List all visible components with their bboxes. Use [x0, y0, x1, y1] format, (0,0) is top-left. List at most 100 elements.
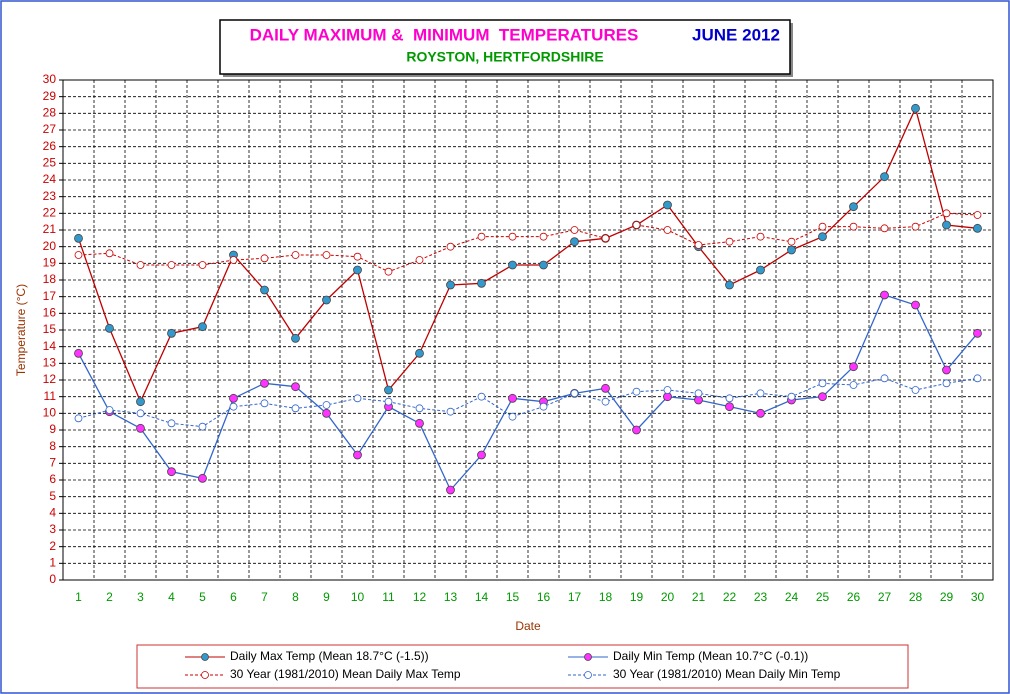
- y-tick-label: 19: [43, 256, 57, 270]
- series-point: [756, 389, 765, 398]
- x-tick-label: 18: [599, 590, 613, 604]
- series-point: [446, 407, 455, 416]
- series-point: [756, 232, 765, 241]
- series-point: [415, 418, 424, 428]
- series-point: [539, 260, 548, 270]
- series-line: [78, 212, 978, 273]
- y-tick-label: 13: [43, 356, 57, 370]
- series-point: [508, 260, 517, 270]
- series-point: [74, 251, 83, 259]
- x-tick-label: 30: [971, 590, 985, 604]
- x-tick-label: 7: [261, 590, 268, 604]
- series-point: [973, 211, 982, 219]
- series-point: [136, 423, 145, 433]
- y-tick-label: 1: [49, 556, 56, 570]
- series-point: [477, 392, 486, 401]
- series-point: [787, 392, 796, 401]
- y-tick-label: 21: [43, 222, 57, 236]
- chart-period: JUNE 2012: [692, 25, 780, 44]
- series-point: [849, 222, 858, 231]
- x-tick-label: 23: [754, 590, 768, 604]
- y-tick-label: 5: [49, 489, 56, 503]
- plot-border: [62, 79, 994, 581]
- legend-marker: [201, 653, 209, 661]
- y-tick-label: 20: [43, 239, 57, 253]
- y-tick-label: 9: [49, 422, 56, 436]
- series-point: [291, 333, 300, 343]
- series-point: [942, 365, 951, 375]
- y-tick-label: 4: [49, 506, 56, 520]
- series-point: [136, 409, 145, 418]
- series-point: [74, 414, 83, 423]
- x-tick-label: 10: [351, 590, 365, 604]
- series-point: [818, 392, 827, 402]
- y-tick-label: 10: [43, 406, 57, 420]
- series-point: [942, 209, 951, 218]
- series-point: [570, 389, 579, 398]
- series-point: [973, 374, 982, 383]
- series-point: [353, 450, 362, 460]
- series-point: [260, 254, 269, 263]
- y-tick-label: 3: [49, 522, 56, 536]
- series-point: [632, 387, 641, 396]
- x-tick-label: 3: [137, 590, 144, 604]
- x-tick-label: 25: [816, 590, 830, 604]
- series-point: [818, 232, 827, 242]
- x-tick-label: 29: [940, 590, 954, 604]
- x-tick-label: 11: [382, 590, 395, 604]
- chart-title: DAILY MAXIMUM & MINIMUM TEMPERATURES: [250, 25, 639, 44]
- series-point: [105, 323, 114, 333]
- series-point: [880, 374, 889, 383]
- x-tick-label: 19: [630, 590, 644, 604]
- y-tick-label: 12: [43, 372, 57, 386]
- y-tick-label: 18: [43, 272, 57, 286]
- y-tick-label: 0: [49, 572, 56, 586]
- series-point: [105, 406, 114, 414]
- x-tick-label: 15: [506, 590, 520, 604]
- series-point: [384, 385, 393, 395]
- x-tick-label: 28: [909, 590, 923, 604]
- x-axis-label: Date: [515, 619, 541, 633]
- series-point: [167, 261, 176, 269]
- series-line: [77, 106, 978, 404]
- series-point: [818, 222, 827, 231]
- series-point: [260, 378, 269, 388]
- series-point: [260, 399, 269, 408]
- x-tick-label: 13: [444, 590, 458, 604]
- series-point: [415, 256, 424, 264]
- series-point: [167, 419, 176, 428]
- x-tick-label: 17: [568, 590, 582, 604]
- series-point: [663, 200, 672, 210]
- series-point: [849, 381, 858, 389]
- y-tick-label: 7: [49, 456, 56, 470]
- series-point: [74, 348, 83, 358]
- series-point: [973, 223, 982, 233]
- series-point: [663, 386, 672, 394]
- series-point: [849, 202, 858, 212]
- series-point: [601, 397, 610, 406]
- series-point: [229, 402, 238, 411]
- series-point: [787, 237, 796, 246]
- y-tick-label: 23: [43, 189, 57, 203]
- y-tick-label: 11: [44, 389, 57, 403]
- series-point: [539, 402, 548, 411]
- x-tick-label: 22: [723, 590, 737, 604]
- series-point: [477, 450, 486, 460]
- y-tick-label: 8: [49, 439, 56, 453]
- series-point: [384, 267, 393, 276]
- y-axis-label: Temperature (°C): [14, 284, 28, 376]
- x-tick-label: 5: [199, 590, 206, 604]
- series-point: [291, 404, 300, 413]
- title-box: [219, 19, 791, 75]
- legend-marker: [201, 671, 209, 679]
- legend-label: 30 Year (1981/2010) Mean Daily Min Temp: [613, 667, 841, 681]
- y-tick-label: 6: [49, 472, 56, 486]
- series-point: [694, 389, 703, 398]
- series-point: [694, 241, 703, 249]
- series-point: [632, 221, 641, 229]
- series-point: [446, 485, 455, 495]
- series-point: [477, 232, 486, 241]
- y-tick-label: 25: [43, 156, 57, 170]
- series-point: [167, 328, 176, 338]
